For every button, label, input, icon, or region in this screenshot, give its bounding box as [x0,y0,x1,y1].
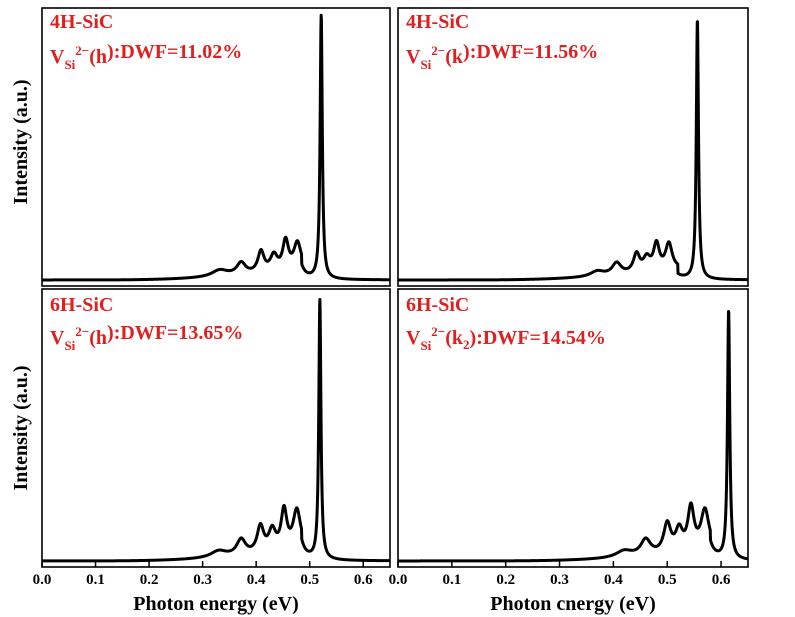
x-tick-label: 0.4 [247,572,266,588]
material-label: 6H-SiC [406,294,469,316]
defect-dwf-label: VSi2−(h):DWF=11.02% [50,41,242,72]
defect-dwf-label: VSi2−(h):DWF=13.65% [50,322,243,353]
panel-frame [397,7,749,287]
x-tick-label: 0.2 [496,572,515,588]
material-label: 4H-SiC [406,11,469,33]
x-tick-label: 0.5 [300,572,319,588]
panel-6h-sic-h: 6H-SiC VSi2−(h):DWF=13.65% 0.0 0.1 0.2 0.3 0… [33,288,392,588]
x-tick-label: 0.4 [604,572,623,588]
panel-4h-sic-h: 4H-SiC VSi2−(h):DWF=11.02% [40,7,392,287]
panel-4h-sic-k: 4H-SiC VSi2−(k):DWF=11.56% [396,7,750,287]
x-tick-label: 0.6 [354,572,373,588]
spectrum-line [40,298,392,563]
x-tick-label: 0.3 [193,572,212,588]
x-tick-label: 0.0 [33,572,52,588]
y-axis-label-bottom: Intensity (a.u.) [10,365,32,490]
x-axis-label-right: Photon cnergy (eV) [490,593,656,615]
panel-frame [397,288,749,568]
panel-frame [41,7,391,287]
defect-dwf-label: VSi2−(k):DWF=11.56% [406,41,598,72]
spectrum-line [396,310,750,563]
x-tick-label: 0.1 [442,572,461,588]
spectrum-line [396,20,750,282]
material-label: 4H-SiC [50,11,113,33]
x-tick-label: 0.6 [712,572,731,588]
defect-dwf-label: VSi2−(k2):DWF=14.54% [406,324,606,353]
panel-6h-sic-k2: 6H-SiC VSi2−(k2):DWF=14.54% 0.0 0.1 0.2 0.3… [389,288,750,588]
x-tick-label: 0.1 [86,572,105,588]
panel-frame [41,288,391,568]
x-tick-label: 0.5 [658,572,677,588]
spectrum-line [40,13,392,282]
x-tick-label: 0.2 [140,572,159,588]
x-tick-label: 0.0 [389,572,408,588]
y-axis-label-top: Intensity (a.u.) [10,79,32,204]
x-axis-label-left: Photon energy (eV) [133,593,299,615]
material-label: 6H-SiC [50,294,113,316]
x-tick-label: 0.3 [550,572,569,588]
